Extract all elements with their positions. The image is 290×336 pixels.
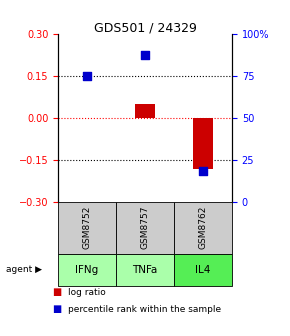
Text: TNFa: TNFa — [132, 265, 158, 275]
Text: GSM8757: GSM8757 — [140, 206, 150, 249]
Point — [201, 169, 205, 174]
Bar — [135, 103, 155, 118]
Text: GSM8762: GSM8762 — [198, 206, 208, 249]
Text: percentile rank within the sample: percentile rank within the sample — [68, 305, 221, 313]
Bar — [193, 118, 213, 169]
Text: agent ▶: agent ▶ — [6, 265, 42, 274]
Text: log ratio: log ratio — [68, 288, 106, 297]
Point — [85, 73, 89, 78]
Point — [143, 53, 147, 58]
Text: ■: ■ — [52, 304, 61, 314]
Text: GSM8752: GSM8752 — [82, 206, 92, 249]
Text: IL4: IL4 — [195, 265, 211, 275]
Text: IFNg: IFNg — [75, 265, 99, 275]
Text: GDS501 / 24329: GDS501 / 24329 — [94, 22, 196, 35]
Text: ■: ■ — [52, 287, 61, 297]
